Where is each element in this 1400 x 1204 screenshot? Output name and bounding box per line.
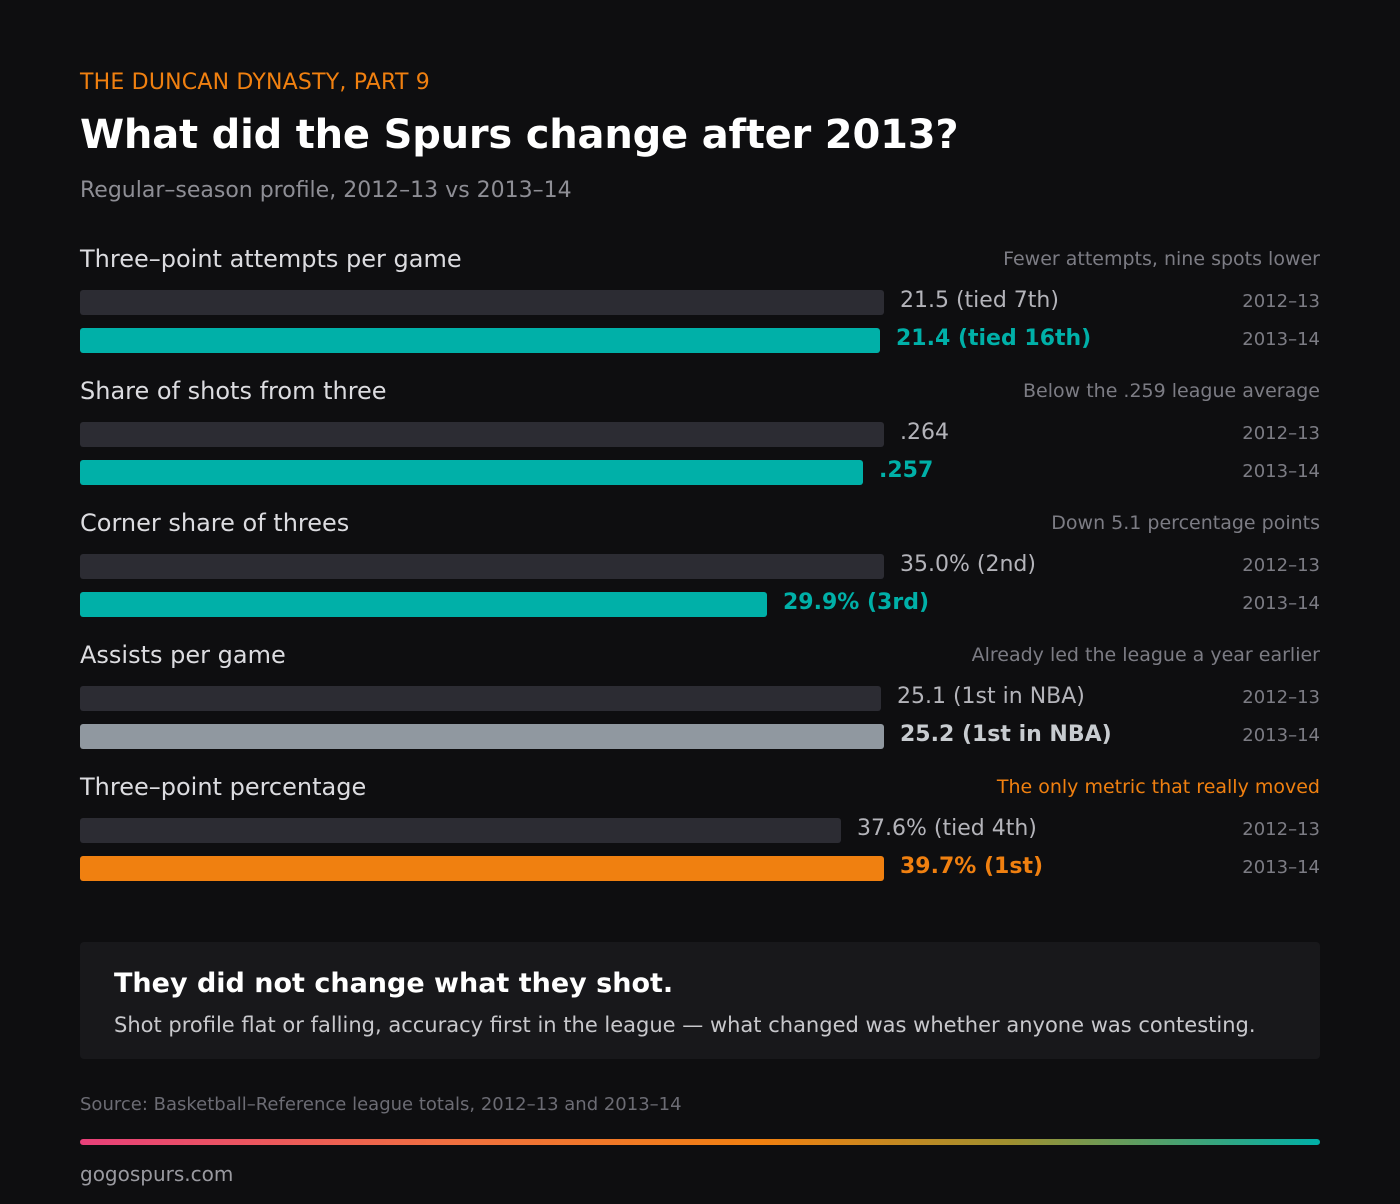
bar-current bbox=[80, 856, 884, 881]
bar-previous bbox=[80, 686, 881, 711]
bar-previous bbox=[80, 554, 884, 579]
value-label-previous: 37.6% (tied 4th) bbox=[857, 816, 1037, 841]
metric-bar-charts: Three–point attempts per game Fewer attem… bbox=[80, 245, 1320, 881]
metric-label: Three–point percentage bbox=[80, 773, 367, 801]
bar-previous bbox=[80, 818, 841, 843]
value-label-current: 21.4 (tied 16th) bbox=[896, 326, 1092, 351]
season-label: 2013–14 bbox=[1242, 593, 1320, 614]
kicker: THE DUNCAN DYNASTY, PART 9 bbox=[80, 70, 430, 95]
metric-label: Three–point attempts per game bbox=[80, 245, 462, 273]
value-label-current: 39.7% (1st) bbox=[900, 854, 1044, 879]
season-label: 2013–14 bbox=[1242, 461, 1320, 482]
value-label-current: .257 bbox=[879, 458, 934, 483]
callout-body: Shot profile flat or falling, accuracy f… bbox=[114, 1013, 1256, 1037]
value-label-current: 29.9% (3rd) bbox=[783, 590, 929, 615]
bar-current bbox=[80, 724, 884, 749]
gradient-divider bbox=[80, 1139, 1320, 1145]
callout-title: They did not change what they shot. bbox=[114, 968, 674, 999]
metric-note: Already led the league a year earlier bbox=[971, 644, 1320, 666]
value-label-previous: 35.0% (2nd) bbox=[900, 552, 1036, 577]
metric-note: Below the .259 league average bbox=[1023, 380, 1320, 402]
season-label: 2012–13 bbox=[1242, 819, 1320, 840]
season-label: 2013–14 bbox=[1242, 857, 1320, 878]
metric-label: Assists per game bbox=[80, 641, 286, 669]
season-label: 2012–13 bbox=[1242, 555, 1320, 576]
page-title: What did the Spurs change after 2013? bbox=[80, 112, 959, 158]
value-label-previous: 21.5 (tied 7th) bbox=[900, 288, 1059, 313]
metric-note: The only metric that really moved bbox=[996, 776, 1320, 798]
bar-current bbox=[80, 328, 880, 353]
season-label: 2012–13 bbox=[1242, 687, 1320, 708]
season-label: 2012–13 bbox=[1242, 423, 1320, 444]
bar-previous bbox=[80, 290, 884, 315]
page-subtitle: Regular–season profile, 2012–13 vs 2013–… bbox=[80, 178, 572, 203]
bar-previous bbox=[80, 422, 884, 447]
value-label-current: 25.2 (1st in NBA) bbox=[900, 722, 1112, 747]
takeaway-callout: They did not change what they shot. Shot… bbox=[80, 942, 1320, 1059]
metric-note: Fewer attempts, nine spots lower bbox=[1003, 248, 1320, 270]
metric-note: Down 5.1 percentage points bbox=[1051, 512, 1320, 534]
metric-label: Share of shots from three bbox=[80, 377, 387, 405]
season-label: 2013–14 bbox=[1242, 725, 1320, 746]
bar-current bbox=[80, 592, 767, 617]
value-label-previous: 25.1 (1st in NBA) bbox=[897, 684, 1085, 709]
season-label: 2013–14 bbox=[1242, 329, 1320, 350]
value-label-previous: .264 bbox=[900, 420, 949, 445]
season-label: 2012–13 bbox=[1242, 291, 1320, 312]
metric-label: Corner share of threes bbox=[80, 509, 350, 537]
source-note: Source: Basketball–Reference league tota… bbox=[80, 1094, 682, 1115]
bar-current bbox=[80, 460, 863, 485]
site-name: gogospurs.com bbox=[80, 1162, 234, 1186]
